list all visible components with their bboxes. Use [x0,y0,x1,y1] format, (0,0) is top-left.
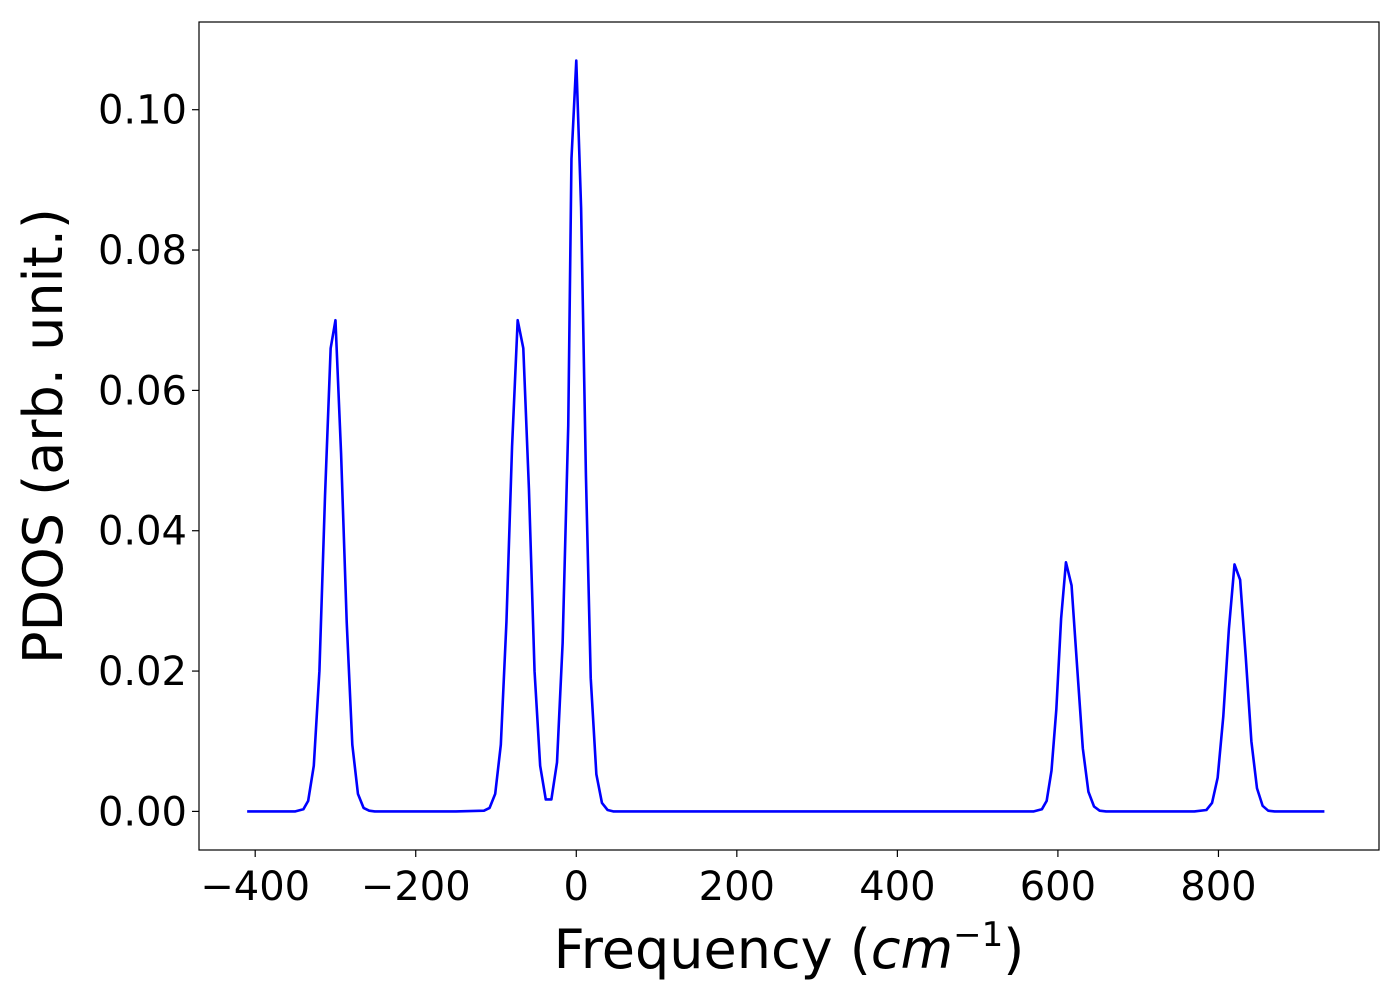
x-axis-label-exponent: −1 [953,915,1003,955]
y-tick-label: 0.08 [98,228,187,274]
x-tick-label: 0 [564,864,589,910]
x-axis-label-prefix: Frequency ( [554,918,871,981]
x-axis-label-variable: cm [871,918,953,981]
y-axis-ticks: 0.00 0.02 0.04 0.06 0.08 0.10 [98,88,199,835]
y-tick-label: 0.10 [98,88,187,134]
y-tick-label: 0.06 [98,368,187,414]
x-tick-label: 200 [699,864,775,910]
plot-frame [198,21,1380,851]
x-axis-label: Frequency (cm−1) [554,915,1025,981]
y-tick-label: 0.02 [98,649,187,695]
y-tick-label: 0.00 [98,789,187,835]
pdos-series-line [247,59,1325,813]
x-tick-label: 600 [1020,864,1096,910]
x-tick-label: 400 [859,864,935,910]
y-axis-label: PDOS (arb. unit.) [12,208,75,664]
x-axis-ticks: −400 −200 0 200 400 600 800 [200,850,1257,910]
x-axis-label-suffix: ) [1003,918,1024,981]
x-tick-label: 800 [1180,864,1256,910]
y-tick-label: 0.04 [98,509,187,555]
x-tick-label: −200 [361,864,471,910]
x-tick-label: −400 [200,864,310,910]
